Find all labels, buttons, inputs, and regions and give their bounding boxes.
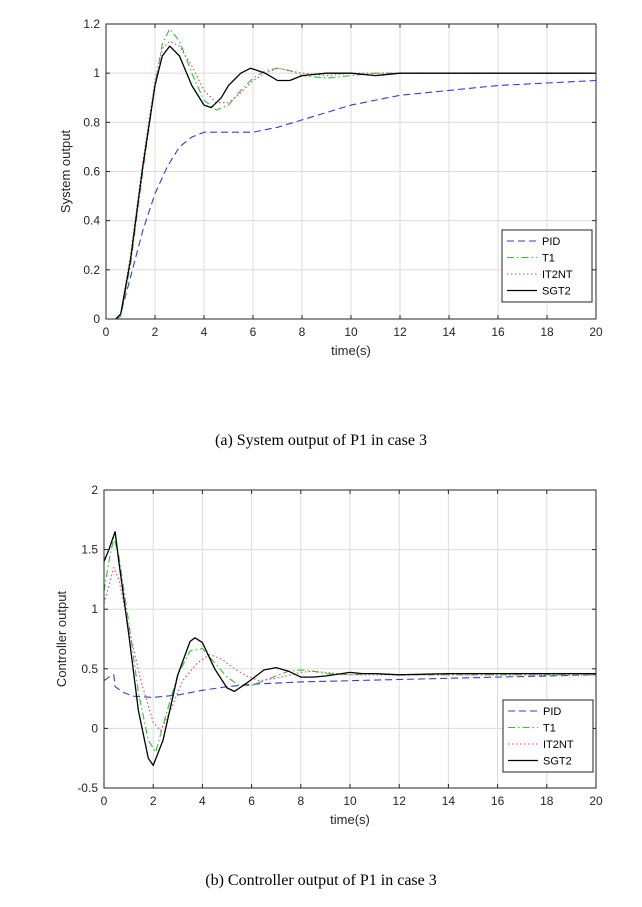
x-tick-label: 4 [199,794,206,808]
x-tick-label: 14 [442,794,456,808]
x-tick-label: 0 [101,794,108,808]
legend-label: IT2NT [542,269,573,281]
y-tick-label: 0.4 [83,214,100,228]
y-tick-label: 0.8 [83,115,100,129]
series-group [115,28,596,319]
y-tick-label: 1 [91,602,98,616]
y-axis-label: Controller output [54,591,69,687]
y-axis-label: System output [58,130,73,213]
series-group [104,531,596,767]
legend-label: PID [543,706,561,718]
legend: PID T1 IT2NT SGT2 [501,229,593,303]
y-tick-label: -0.5 [77,781,98,795]
y-tick-label: 0 [91,721,98,735]
series-line-sgt2 [115,45,596,319]
x-tick-label: 12 [393,325,407,339]
controller-output-chart: 0 2 4 6 8 10 12 14 16 18 20-0.500.511.52time(s)Con… [54,483,603,827]
x-tick-label: 18 [540,325,554,339]
x-tick-label: 14 [442,325,456,339]
x-tick-label: 20 [589,794,603,808]
legend-label: PID [542,236,560,248]
system-output-chart: 0 2 4 6 8 10 12 14 16 18 20 0 0.2 0.4 0.6 0.8 1 1.2 time(s… [58,17,603,358]
x-tick-label: 6 [250,325,257,339]
x-axis-label: time(s) [330,812,370,827]
x-tick-label: 20 [589,325,603,339]
y-tick-label: 0 [93,312,100,326]
x-tick-label: 8 [297,794,304,808]
legend-label: T1 [543,723,556,735]
y-tick-label: 1 [93,66,100,80]
y-tick-label: 1.5 [81,543,98,557]
series-line-pid [115,79,596,319]
x-tick-label: 18 [540,794,554,808]
y-tick-label: 0.2 [83,263,100,277]
x-tick-label: 8 [299,325,306,339]
y-tick-label: 1.2 [83,17,100,31]
x-tick-label: 2 [150,794,157,808]
x-axis-label: time(s) [331,343,371,358]
legend-label: T1 [542,253,555,265]
x-tick-label: 0 [103,325,110,339]
y-tick-label: 0.5 [81,662,98,676]
legend-label: SGT2 [543,756,572,768]
y-tick-label: 0.6 [83,165,100,179]
legend-label: IT2NT [543,739,574,751]
x-tick-label: 16 [491,325,505,339]
x-tick-label: 4 [201,325,208,339]
x-tick-label: 2 [152,325,159,339]
legend-label: SGT2 [542,286,571,298]
caption-controller-output: (b) Controller output of P1 in case 3 [205,872,437,889]
x-tick-label: 16 [491,794,505,808]
legend: PID T1 IT2NT SGT2 [502,699,594,773]
x-tick-label: 12 [393,794,407,808]
x-tick-label: 6 [248,794,255,808]
x-tick-label: 10 [343,794,357,808]
series-line-sgt2 [104,531,596,767]
caption-system-output: (a) System output of P1 in case 3 [215,432,427,449]
series-line-t1 [115,28,596,319]
y-tick-label: 2 [91,483,98,497]
series-line-it2nt [104,566,596,732]
x-tick-label: 10 [344,325,358,339]
